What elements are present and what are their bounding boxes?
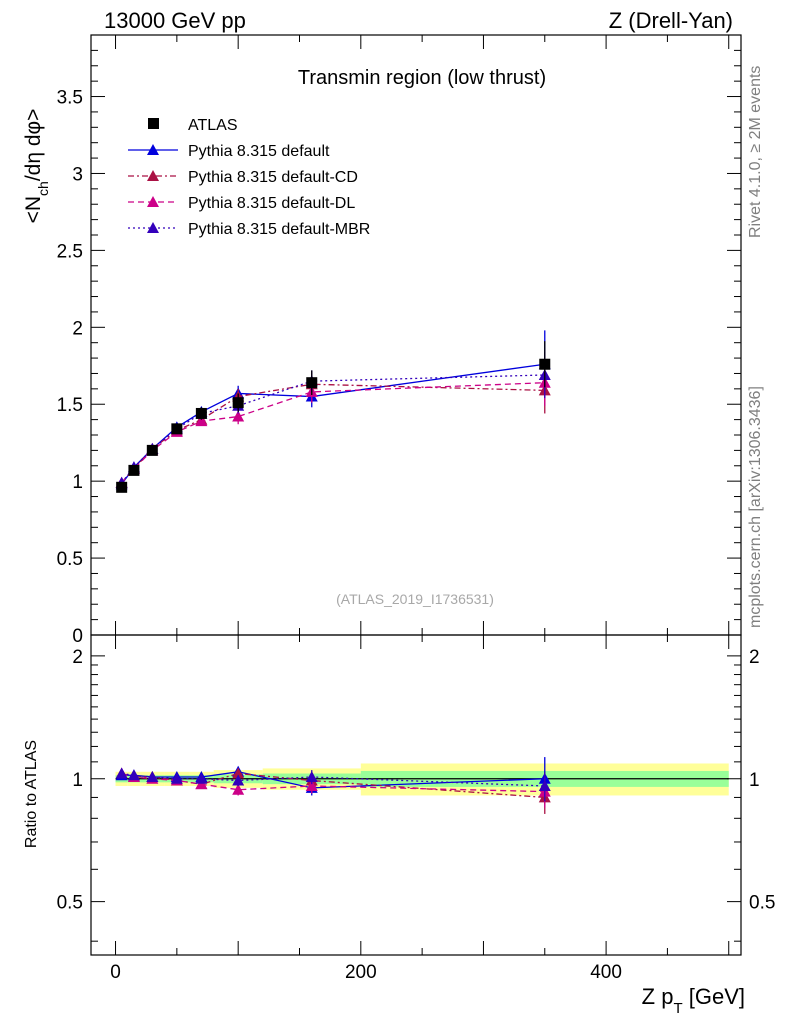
data-point xyxy=(232,397,244,409)
y-tick-label-right: 1 xyxy=(749,770,760,791)
data-point xyxy=(232,774,245,786)
y-tick-label-right: 0.5 xyxy=(749,893,775,914)
data-point xyxy=(195,415,208,427)
ratio-y-axis-label: Ratio to ATLAS xyxy=(23,740,40,848)
y-tick-label-right: 2 xyxy=(749,647,760,668)
y-tick-label: 0.5 xyxy=(57,893,83,914)
legend-marker xyxy=(147,170,159,181)
data-point xyxy=(116,481,128,493)
data-point xyxy=(170,772,183,784)
data-point xyxy=(146,444,158,456)
data-point xyxy=(115,767,128,779)
data-point xyxy=(146,770,159,782)
data-point xyxy=(127,769,140,781)
data-point xyxy=(539,358,551,370)
main-panel: 0 0.5 1 1.5 2 2.5 3 3.5 Transmin region (low th… xyxy=(22,34,742,647)
y-tick-label: 1.5 xyxy=(57,395,83,416)
series-line-pythia-8-315-default-cd xyxy=(121,383,545,484)
energy-label: 13000 GeV pp xyxy=(104,8,246,33)
data-point xyxy=(305,779,318,791)
rivet-version-label: Rivet 4.1.0, ≥ 2M events xyxy=(747,66,764,238)
y-tick-label: 0 xyxy=(72,626,83,647)
ratio-frame xyxy=(90,634,742,956)
legend-marker xyxy=(147,144,159,155)
y-tick-label: 2 xyxy=(72,647,83,668)
series-line-pythia-8-315-default-dl xyxy=(121,382,545,484)
mcplots-label: mcplots.cern.ch [arXiv:1306.3436] xyxy=(747,386,764,628)
legend-marker xyxy=(148,118,159,129)
main-plot-area: 0 0.5 1 1.5 2 2.5 3 3.5 xyxy=(57,34,742,647)
y-tick-label: 3 xyxy=(72,164,83,185)
data-point xyxy=(305,770,318,782)
data-point xyxy=(195,772,208,784)
data-point xyxy=(195,407,207,419)
data-point xyxy=(232,410,245,422)
y-tick-label: 2 xyxy=(72,318,83,339)
y-tick-label: 1 xyxy=(72,770,83,791)
ratio-panel: 0.5 0.5 1 1 2 2 0 200 400 Ratio to ATLAS Z pT [G… xyxy=(23,634,775,1017)
x-tick-label: 0 xyxy=(110,962,121,983)
y-tick-label: 2.5 xyxy=(57,241,83,262)
y-tick-label: 3.5 xyxy=(57,88,83,109)
ratio-plot-area: 0.5 0.5 1 1 2 2 0 200 400 xyxy=(57,634,775,983)
y-tick-label: 0.5 xyxy=(57,549,83,570)
process-label: Z (Drell-Yan) xyxy=(609,8,733,33)
x-tick-label: 200 xyxy=(345,962,377,983)
data-point xyxy=(232,783,245,795)
data-point xyxy=(128,464,140,476)
x-axis-label: Z pT [GeV] xyxy=(642,984,745,1017)
legend-entry-label: Pythia 8.315 default-MBR xyxy=(188,221,370,238)
legend-marker xyxy=(147,196,159,207)
legend-entry-label: Pythia 8.315 default xyxy=(188,143,330,160)
legend-marker xyxy=(147,222,159,233)
main-y-axis-label: <Nch/dη dφ> xyxy=(22,109,51,224)
data-point xyxy=(171,423,183,435)
chart-title: Transmin region (low thrust) xyxy=(298,67,546,89)
data-point xyxy=(232,767,245,779)
data-point xyxy=(306,377,318,389)
legend-entry-label: Pythia 8.315 default-CD xyxy=(188,169,358,186)
x-tick-label: 400 xyxy=(590,962,622,983)
legend-entry-label: ATLAS xyxy=(188,117,238,134)
legend-entry-label: Pythia 8.315 default-DL xyxy=(188,195,355,212)
reference-label: (ATLAS_2019_I1736531) xyxy=(336,591,494,607)
y-tick-label: 1 xyxy=(72,472,83,493)
series-line-pythia-8-315-default-mbr xyxy=(121,374,545,484)
data-point xyxy=(538,779,551,791)
legend: ATLAS Pythia 8.315 default Pythia 8.315 de… xyxy=(128,117,370,238)
